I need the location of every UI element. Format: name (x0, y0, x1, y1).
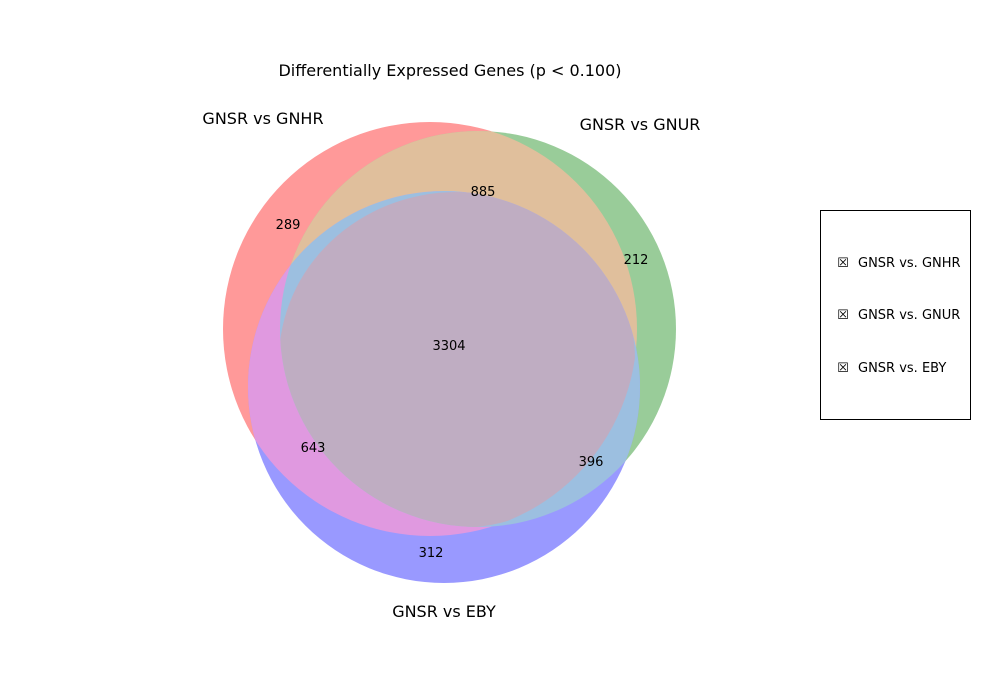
set-label-c: GNSR vs EBY (392, 602, 496, 621)
legend-item-1: GNSR vs. GNHR (858, 256, 961, 271)
legend-marker-3: ☒ (837, 361, 849, 376)
count-b-only: 212 (624, 253, 649, 268)
count-ac: 643 (301, 441, 326, 456)
set-label-a: GNSR vs GNHR (202, 109, 323, 128)
count-ab: 885 (471, 185, 496, 200)
chart-title: Differentially Expressed Genes (p < 0.10… (278, 61, 621, 80)
legend-item-2: GNSR vs. GNUR (858, 308, 960, 323)
count-bc: 396 (579, 455, 604, 470)
count-c-only: 312 (419, 546, 444, 561)
legend: ☒ GNSR vs. GNHR ☒ GNSR vs. GNUR ☒ GNSR v… (820, 210, 971, 420)
legend-marker-2: ☒ (837, 308, 849, 323)
count-abc: 3304 (432, 339, 465, 354)
overlap-abc (280, 192, 635, 527)
count-a-only: 289 (276, 218, 301, 233)
legend-box (820, 210, 971, 420)
legend-item-3: GNSR vs. EBY (858, 361, 946, 376)
legend-marker-1: ☒ (837, 256, 849, 271)
set-label-b: GNSR vs GNUR (580, 115, 701, 134)
